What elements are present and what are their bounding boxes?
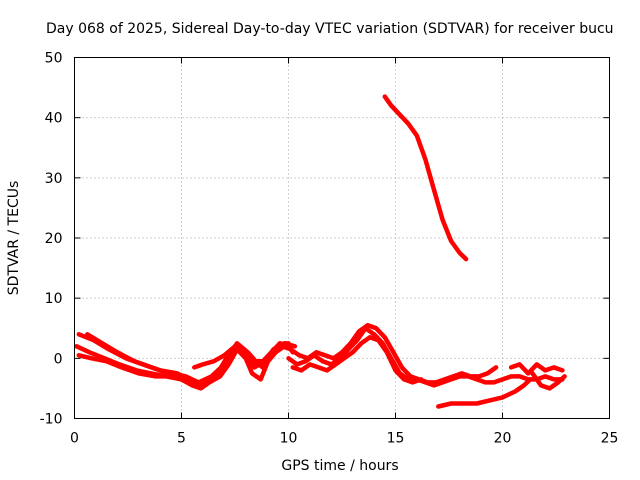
- x-axis-label: GPS time / hours: [281, 458, 398, 474]
- y-axis-label: SDTVAR / TECUs: [6, 181, 22, 296]
- series-track-8: [290, 335, 424, 385]
- series-group: [74, 94, 567, 409]
- x-tick-labels: 0 5 10 15 20 25: [70, 431, 618, 447]
- y-tick-label: 20: [45, 231, 63, 247]
- series-track-12: [382, 94, 469, 262]
- series-track-5: [192, 341, 291, 370]
- chart-title: Day 068 of 2025, Sidereal Day-to-day VTE…: [46, 21, 614, 37]
- grid: [74, 57, 610, 419]
- y-tick-label: 40: [45, 111, 63, 127]
- y-tick-labels: -10 0 10 20 30 40 50: [40, 51, 63, 428]
- x-tick-label: 15: [387, 431, 405, 447]
- y-tick-label: 10: [45, 291, 63, 307]
- series-track-10: [530, 371, 567, 391]
- series-track-9: [508, 362, 565, 376]
- x-tick-label: 5: [177, 431, 186, 447]
- ticks: [74, 57, 610, 419]
- x-tick-label: 25: [601, 431, 619, 447]
- series-track-11: [436, 377, 533, 409]
- y-tick-label: 50: [45, 51, 63, 67]
- x-tick-label: 0: [70, 431, 79, 447]
- y-tick-label: -10: [40, 412, 63, 428]
- series-track-4: [85, 332, 291, 385]
- y-tick-label: 30: [45, 171, 63, 187]
- y-tick-label: 0: [54, 351, 63, 367]
- x-tick-label: 10: [280, 431, 298, 447]
- series-track-7: [288, 322, 499, 385]
- x-tick-label: 20: [494, 431, 512, 447]
